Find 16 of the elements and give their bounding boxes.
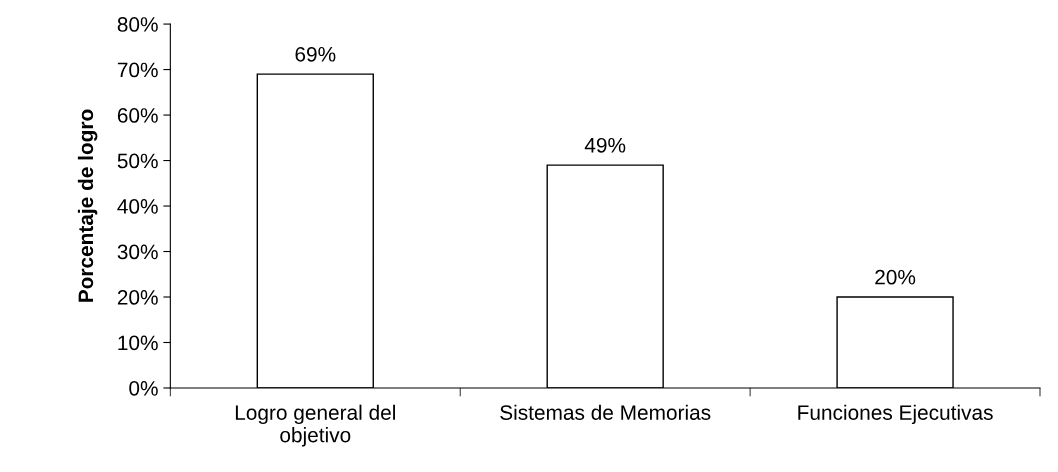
y-tick-label: 30% bbox=[117, 244, 158, 260]
y-tick-label: 60% bbox=[117, 108, 158, 123]
y-tick-label: 20% bbox=[117, 290, 158, 305]
x-tick-label: Sistemas de Memorias bbox=[500, 404, 711, 420]
y-tick-label: 50% bbox=[117, 153, 158, 169]
y-axis-title: Porcentaje de logro bbox=[77, 109, 98, 302]
x-tick-label: Logro general del objetivo bbox=[235, 404, 395, 447]
y-tick-label: 80% bbox=[117, 17, 158, 32]
y-tick-label: 40% bbox=[117, 199, 158, 214]
data-label: 69% bbox=[295, 46, 336, 62]
y-tick-label: 70% bbox=[117, 62, 158, 78]
y-tick-label: 0% bbox=[129, 380, 158, 396]
data-label: 49% bbox=[584, 137, 626, 153]
x-tick-label: Funciones Ejecutivas bbox=[798, 404, 993, 425]
data-label: 20% bbox=[875, 269, 916, 285]
y-tick-label: 10% bbox=[118, 335, 158, 351]
